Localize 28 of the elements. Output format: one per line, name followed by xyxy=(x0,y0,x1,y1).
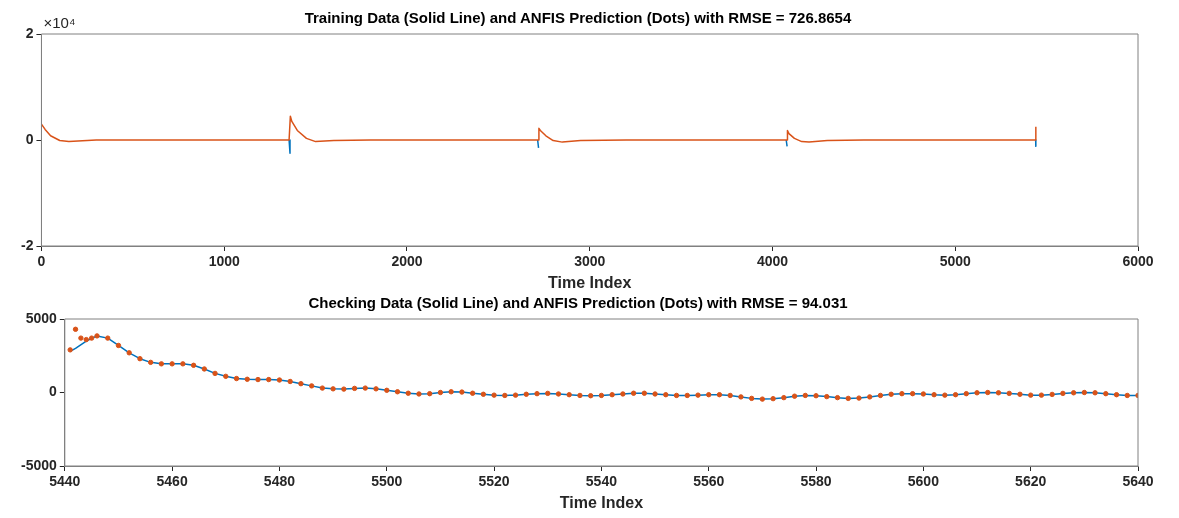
x-tick-label: 4000 xyxy=(756,253,789,270)
x-tick-label: 5560 xyxy=(693,473,725,490)
x-tick-label: 5460 xyxy=(156,473,188,490)
x-tick-label: 5580 xyxy=(800,473,832,490)
x-tick-label: 5520 xyxy=(478,473,510,490)
y-tick-label: -2 xyxy=(21,236,34,253)
y-tick-label: -5000 xyxy=(20,456,58,473)
x-axis-title: Time Index xyxy=(559,493,644,511)
x-tick-label: 5000 xyxy=(939,253,972,270)
x-tick-label: 5640 xyxy=(1122,473,1154,490)
y-tick-label: 2 xyxy=(25,24,34,41)
y-tick-label: 5000 xyxy=(25,309,58,326)
x-tick-label: 5480 xyxy=(263,473,296,490)
x-tick-label: 5440 xyxy=(49,473,81,490)
chart-title: Training Data (Solid Line) and ANFIS Prediction (Dots) with RMSE = 726.8654 xyxy=(304,9,852,27)
x-axis-title: Time Index xyxy=(548,273,632,291)
x-tick-label: 6000 xyxy=(1122,253,1154,270)
y-tick-label: 0 xyxy=(25,130,34,147)
x-tick-label: 5620 xyxy=(1015,473,1047,490)
x-tick-label: 5600 xyxy=(907,473,940,490)
text: ×10⁴ xyxy=(43,13,76,31)
x-tick-label: 2000 xyxy=(391,253,423,270)
x-tick-label: 3000 xyxy=(574,253,606,270)
chart-title: Checking Data (Solid Line) and ANFIS Prediction (Dots) with RMSE = 94.031 xyxy=(308,294,848,312)
y-tick-label: 0 xyxy=(49,383,58,400)
x-tick-label: 5540 xyxy=(585,473,618,490)
x-tick-label: 1000 xyxy=(208,253,240,270)
x-tick-label: 5500 xyxy=(371,473,403,490)
